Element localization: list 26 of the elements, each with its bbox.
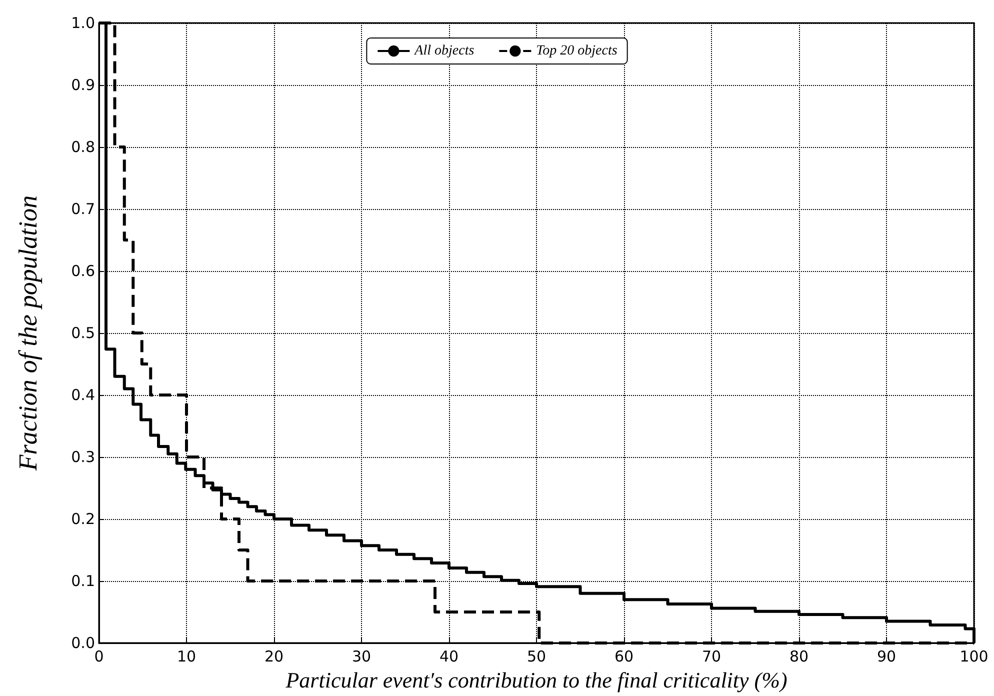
y-tick-label: 0.2 (71, 510, 95, 528)
x-tick-label: 10 (176, 648, 196, 666)
y-tick-label: 0.6 (71, 262, 95, 280)
x-tick-label: 50 (526, 648, 546, 666)
x-axis-title: Particular event′s contribution to the final criticality (%) (284, 668, 788, 692)
x-tick-label: 90 (876, 648, 896, 666)
x-tick-label: 60 (614, 648, 634, 666)
y-tick-label: 0.3 (71, 448, 95, 466)
x-tick-label: 70 (702, 648, 722, 666)
y-tick-label: 0.9 (71, 76, 95, 94)
y-tick-label: 0.4 (71, 386, 95, 404)
x-tick-label: 80 (789, 648, 809, 666)
x-tick-label: 100 (960, 648, 988, 666)
y-tick-label: 1.0 (71, 14, 95, 32)
x-tick-label: 40 (439, 648, 459, 666)
x-tick-label: 0 (94, 648, 104, 666)
x-tick-label: 20 (264, 648, 284, 666)
y-tick-label: 0.1 (71, 572, 95, 590)
legend-label: All objects (414, 44, 475, 58)
legend-label: Top 20 objects (536, 44, 618, 58)
y-axis-title: Fraction of the population (14, 195, 42, 472)
y-tick-label: 0.7 (71, 200, 95, 218)
y-tick-label: 0.0 (71, 634, 95, 652)
y-tick-label: 0.8 (71, 138, 95, 156)
x-tick-label: 30 (352, 648, 372, 666)
y-tick-label: 0.5 (71, 324, 95, 342)
